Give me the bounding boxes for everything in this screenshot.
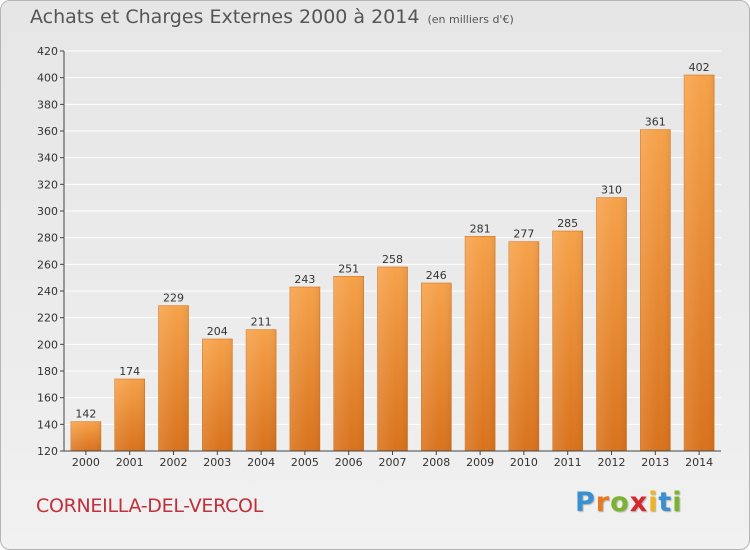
x-tick-label: 2006 [335, 456, 363, 469]
x-tick-label: 2009 [466, 456, 494, 469]
x-tick-label: 2001 [116, 456, 144, 469]
y-tick-label: 300 [37, 205, 58, 218]
x-tick-label: 2003 [203, 456, 231, 469]
logo-letter: r [595, 487, 611, 518]
y-tick-label: 160 [37, 392, 58, 405]
x-tick-label: 2012 [598, 456, 626, 469]
bar-highlight [640, 129, 671, 451]
bars [70, 74, 715, 452]
data-label: 258 [382, 253, 403, 266]
x-tick-label: 2000 [72, 456, 100, 469]
bar-highlight [465, 236, 496, 451]
data-label: 402 [689, 61, 710, 74]
data-label: 310 [601, 184, 622, 197]
bar-highlight [377, 267, 408, 451]
data-label: 251 [338, 262, 359, 275]
x-tick-label: 2011 [554, 456, 582, 469]
bar-highlight [421, 283, 452, 451]
data-label: 277 [513, 228, 534, 241]
y-tick-label: 400 [37, 72, 58, 85]
y-tick-label: 120 [37, 445, 58, 458]
x-tick-label: 2007 [379, 456, 407, 469]
y-tick-label: 360 [37, 125, 58, 138]
y-tick-label: 200 [37, 338, 58, 351]
bar-highlight [246, 329, 277, 451]
data-label: 229 [163, 292, 184, 305]
y-tick-label: 380 [37, 98, 58, 111]
data-label: 361 [645, 116, 666, 129]
y-tick-label: 140 [37, 418, 58, 431]
y-tick-label: 220 [37, 312, 58, 325]
y-tick-label: 180 [37, 365, 58, 378]
y-tick-labels: 120 140 160 180 200 220 240 260 280 300 320 340 360 3… [37, 45, 58, 458]
bar-highlight [684, 75, 715, 451]
y-tick-label: 240 [37, 285, 58, 298]
x-tick-labels: 2000 2001 2002 2003 2004 2005 2006 2007 2008 2009… [72, 451, 713, 469]
chart-title: Achats et Charges Externes 2000 à 2014 [30, 6, 420, 28]
x-tick-label: 2002 [160, 456, 188, 469]
bar-highlight [333, 276, 364, 451]
x-tick-label: 2008 [422, 456, 450, 469]
data-label: 142 [75, 408, 96, 421]
bar-highlight [596, 197, 627, 451]
x-tick-label: 2014 [685, 456, 713, 469]
x-tick-label: 2004 [247, 456, 275, 469]
chart-subtitle: (en milliers d'€) [427, 13, 514, 26]
logo-letter: o [610, 487, 630, 518]
y-tick-label: 420 [37, 45, 58, 58]
bar-highlight [70, 421, 101, 451]
data-label: 246 [426, 269, 447, 282]
data-label: 243 [294, 273, 315, 286]
data-label: 281 [470, 222, 491, 235]
y-tick-label: 280 [37, 232, 58, 245]
bar-highlight [289, 287, 320, 451]
commune-name: CORNEILLA-DEL-VERCOL [36, 495, 263, 517]
x-tick-label: 2013 [641, 456, 669, 469]
logo-letter: x [629, 487, 649, 518]
bar-highlight [114, 379, 145, 451]
proxiti-logo: Proxiti [575, 487, 683, 518]
bar-highlight [508, 241, 539, 451]
logo-letter: i [648, 487, 659, 518]
x-tick-label: 2010 [510, 456, 538, 469]
logo-letter: i [672, 487, 683, 518]
y-tick-label: 340 [37, 152, 58, 165]
data-label: 204 [207, 325, 228, 338]
data-label: 285 [557, 217, 578, 230]
x-tick-label: 2005 [291, 456, 319, 469]
y-tick-label: 320 [37, 178, 58, 191]
bar-highlight [552, 231, 583, 451]
bar-highlight [202, 339, 233, 451]
logo-letter: t [658, 487, 673, 518]
data-label: 211 [251, 316, 272, 329]
y-tick-label: 260 [37, 258, 58, 271]
title-row: Achats et Charges Externes 2000 à 2014 (e… [30, 6, 514, 28]
logo-letter: P [575, 487, 596, 518]
data-label: 174 [119, 365, 140, 378]
bar-highlight [158, 305, 189, 451]
data-labels: 142 174 229 204 211 243 251 258 246 281 277 285 310 3… [75, 61, 709, 421]
